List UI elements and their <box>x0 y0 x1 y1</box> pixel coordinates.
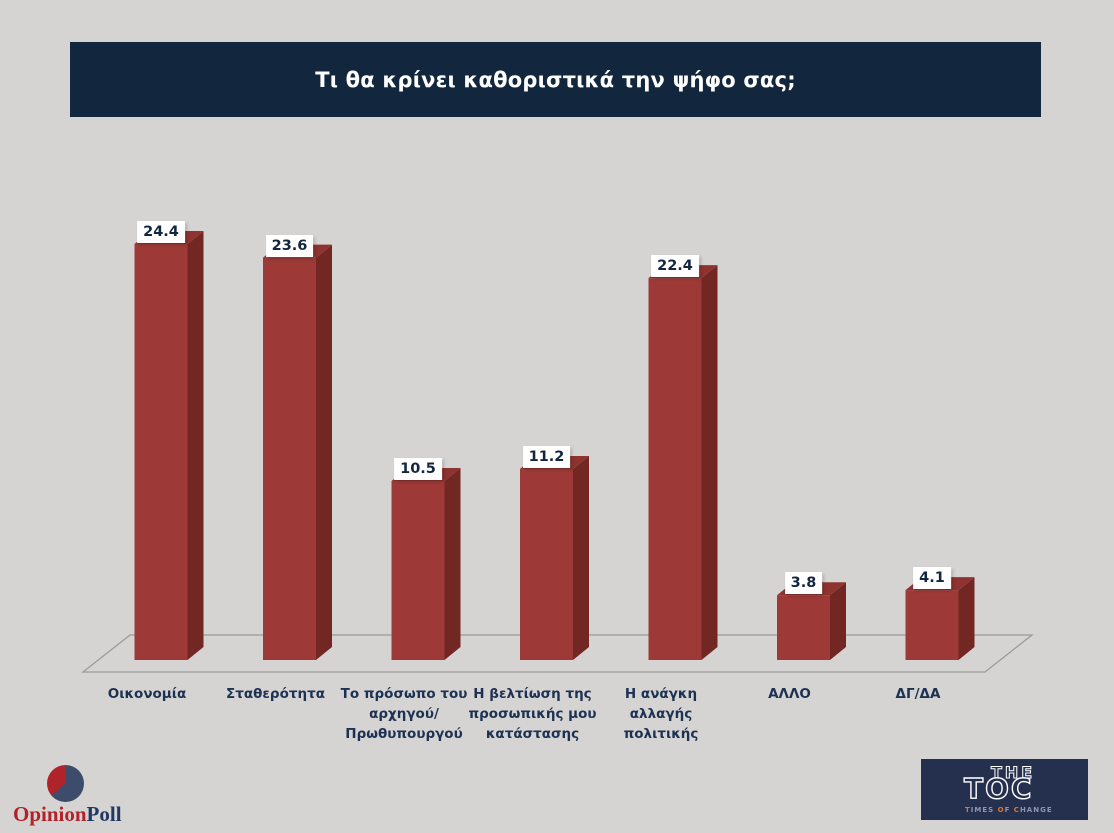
category-label-line: Οικονομία <box>107 686 187 702</box>
chart-floor <box>81 634 1034 673</box>
bar-1 <box>263 244 332 660</box>
category-label-2: Το πρόσωπο του αρχηγού/Πρωθυπουργού <box>329 684 479 744</box>
chart-title: Τι θα κρίνει καθοριστικά την ψήφο σας; <box>315 67 796 92</box>
tagline-initial: O <box>997 806 1005 814</box>
value-label-5: 3.8 <box>784 572 823 595</box>
value-label-0: 24.4 <box>137 221 185 243</box>
category-label-line: προσωπικής μου <box>468 706 597 722</box>
bar-0 <box>134 231 204 660</box>
category-label-1: Σταθερότητα <box>201 684 351 704</box>
category-label-line: πολιτικής <box>623 726 699 742</box>
value-label-4: 22.4 <box>651 255 699 278</box>
value-label-1: 23.6 <box>265 234 314 257</box>
tagline-initial: C <box>1013 806 1020 814</box>
opinionpoll-pie-icon <box>47 765 84 802</box>
thetoc-tagline: TIMES OF CHANGE <box>965 806 1053 814</box>
bar-front-face <box>777 595 830 660</box>
opinionpoll-logo: OpinionPoll <box>0 762 170 832</box>
category-label-line: Η βελτίωση της <box>473 686 592 702</box>
bar-side-face <box>701 265 718 660</box>
category-label-line: κατάστασης <box>485 726 580 742</box>
category-label-3: Η βελτίωση της προσωπικής μου κατάστασης <box>458 684 608 744</box>
bar-side-face <box>187 231 204 660</box>
category-label-0: Οικονομία <box>72 684 222 704</box>
thetoc-logo: THE TOC TIMES OF CHANGE <box>921 759 1088 820</box>
category-label-line: Η ανάγκη <box>624 686 698 702</box>
value-label-3: 11.2 <box>522 446 571 469</box>
tagline-initial: T <box>965 806 971 814</box>
bar-front-face <box>648 278 702 660</box>
category-label-line: Το πρόσωπο του <box>340 686 468 702</box>
bar-front-face <box>134 244 188 660</box>
opinionpoll-word-opinion: Opinion <box>13 802 87 826</box>
chart-title-bar: Τι θα κρίνει καθοριστικά την ψήφο σας; <box>70 42 1041 117</box>
category-label-5: ΑΛΛΟ <box>715 684 865 704</box>
bar-front-face <box>905 590 959 660</box>
bar-3 <box>520 456 589 660</box>
category-label-line: αρχηγού/ <box>369 706 439 722</box>
bar-4 <box>648 265 718 660</box>
bar-side-face <box>573 456 589 660</box>
opinionpoll-word-poll: Poll <box>86 802 122 826</box>
opinionpoll-wordmark: OpinionPoll <box>13 802 122 827</box>
bar-side-face <box>830 582 846 660</box>
category-label-line: αλλαγής <box>629 706 693 722</box>
category-label-line: Πρωθυπουργού <box>345 726 463 742</box>
category-label-4: Η ανάγκη αλλαγής πολιτικής <box>586 684 736 744</box>
bar-side-face <box>958 577 975 660</box>
bar-front-face <box>520 469 573 660</box>
bar-side-face <box>316 244 332 660</box>
thetoc-word-the: THE <box>990 763 1036 783</box>
thetoc-word-toc: TOC <box>963 771 1034 805</box>
value-label-2: 10.5 <box>394 457 442 480</box>
bar-front-face <box>263 257 316 660</box>
bar-side-face <box>444 467 461 660</box>
category-label-line: ΑΛΛΟ <box>768 686 811 702</box>
bar-2 <box>391 467 461 660</box>
bar-front-face <box>391 480 445 660</box>
bar-6 <box>905 577 975 660</box>
value-label-6: 4.1 <box>913 567 951 590</box>
category-label-line: ΔΓ/ΔΑ <box>895 686 941 702</box>
category-label-6: ΔΓ/ΔΑ <box>843 684 993 704</box>
category-label-line: Σταθερότητα <box>226 686 325 702</box>
